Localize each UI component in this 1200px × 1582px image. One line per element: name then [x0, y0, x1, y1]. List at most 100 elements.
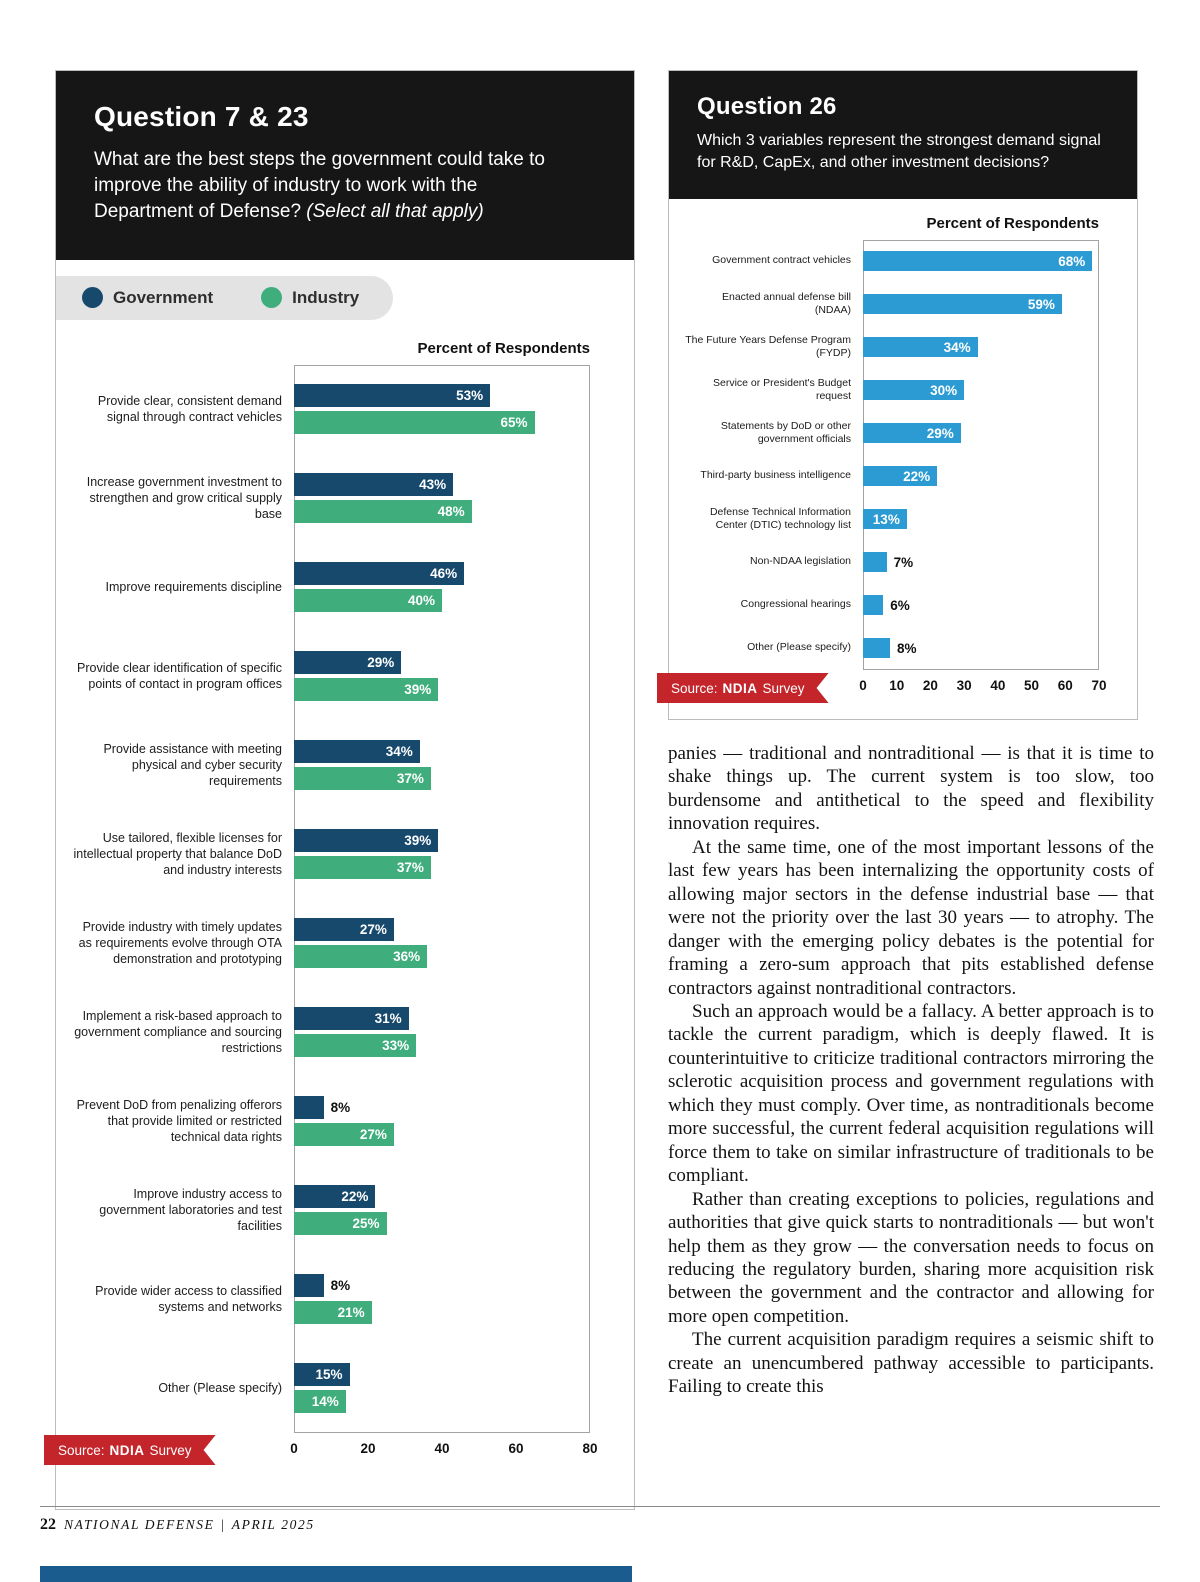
chart-row: Prevent DoD from penalizing offerors tha…: [66, 1077, 590, 1166]
chart-row: Provide assistance with meeting physical…: [66, 721, 590, 810]
value-label: 27%: [359, 922, 387, 938]
bar-group: 59%: [863, 294, 1099, 315]
q7-title: Question 7 & 23: [94, 101, 309, 132]
value-label: 36%: [393, 949, 421, 965]
category-label: Other (Please specify): [158, 1381, 282, 1396]
chart-row: Improve industry access to government la…: [66, 1166, 590, 1255]
chart-row: Statements by DoD or other government of…: [683, 412, 1099, 455]
chart-row: Third-party business intelligence 22%: [683, 455, 1099, 498]
bar-government: 34%: [294, 740, 420, 764]
q7-question-note: (Select all that apply): [306, 201, 484, 223]
q7-question: What are the best steps the government c…: [94, 147, 574, 226]
chart-row: Provide wider access to classified syste…: [66, 1255, 590, 1344]
bar-group: 68%: [863, 251, 1099, 272]
q26-source-prefix: Source:: [671, 680, 718, 696]
bar-industry: 33%: [294, 1034, 417, 1058]
x-tick-label: 80: [582, 1440, 598, 1456]
chart-row: Increase government investment to streng…: [66, 454, 590, 543]
q26-header: Question 26 Which 3 variables represent …: [669, 71, 1137, 199]
bar-group: 6%: [863, 595, 1099, 616]
category-label: Prevent DoD from penalizing offerors tha…: [76, 1097, 282, 1145]
x-tick-label: 20: [922, 677, 938, 693]
value-label: 27%: [359, 1127, 387, 1143]
value-label: 39%: [404, 682, 432, 698]
category-label: Other (Please specify): [747, 641, 851, 654]
category-label: Statements by DoD or other government of…: [720, 419, 851, 446]
bar-government: 46%: [294, 562, 465, 586]
bar-respondents: 30%: [863, 380, 965, 401]
value-label: 59%: [1027, 296, 1055, 312]
category-label: Provide assistance with meeting physical…: [103, 741, 282, 789]
bar-group: 29%: [863, 423, 1099, 444]
value-label: 15%: [315, 1367, 343, 1383]
legend-industry-label: Industry: [292, 287, 360, 307]
value-label: 40%: [407, 593, 435, 609]
value-label: 8%: [330, 1100, 351, 1116]
bar-respondents: 7%: [863, 552, 913, 573]
value-label: 68%: [1058, 253, 1086, 269]
bar-industry: 27%: [294, 1123, 394, 1147]
bar-group: 22%: [863, 466, 1099, 487]
bar-industry: 37%: [294, 856, 431, 880]
magazine-name: NATIONAL DEFENSE: [64, 1517, 215, 1532]
value-label: 8%: [330, 1278, 351, 1294]
x-tick-label: 60: [1057, 677, 1073, 693]
bar-group: 8%: [863, 638, 1099, 659]
category-label: Provide wider access to classified syste…: [95, 1283, 282, 1315]
value-label: 29%: [367, 655, 395, 671]
bar-respondents: 22%: [863, 466, 938, 487]
bar-group: 31% 33%: [294, 1007, 590, 1058]
chart-row: Other (Please specify) 15% 14%: [66, 1344, 590, 1433]
x-tick-label: 50: [1024, 677, 1040, 693]
value-label: 30%: [930, 382, 958, 398]
value-label: 34%: [943, 339, 971, 355]
q26-axis-title: Percent of Respondents: [926, 214, 1099, 232]
question-26-panel: Question 26 Which 3 variables represent …: [668, 70, 1138, 720]
page-footer: 22 NATIONAL DEFENSE | APRIL 2025: [40, 1506, 1160, 1534]
value-label: 65%: [500, 415, 528, 431]
bar-government: 39%: [294, 829, 439, 853]
q7-bar-chart: Provide clear, consistent demand signal …: [66, 364, 598, 1463]
category-label: Government contract vehicles: [712, 254, 851, 267]
bar-government: 27%: [294, 918, 394, 942]
q7-source-banner: Source: NDIA Survey: [44, 1435, 216, 1465]
x-tick-label: 70: [1091, 677, 1107, 693]
chart-row: Government contract vehicles 68%: [683, 240, 1099, 283]
bar-government: 53%: [294, 384, 491, 408]
value-label: 37%: [396, 860, 424, 876]
article-paragraph-3: Such an approach would be a fallacy. A b…: [668, 1000, 1154, 1187]
value-label: 25%: [352, 1216, 380, 1232]
bar-group: 34%: [863, 337, 1099, 358]
bar-government: 31%: [294, 1007, 409, 1031]
bar-group: 34% 37%: [294, 740, 590, 791]
bar-industry: 21%: [294, 1301, 372, 1325]
category-label: Provide clear identification of specific…: [77, 660, 282, 692]
value-label: 39%: [404, 833, 432, 849]
bar-industry: 25%: [294, 1212, 387, 1236]
bar-group: 30%: [863, 380, 1099, 401]
q26-source-suffix: Survey: [762, 680, 805, 696]
category-label: Non-NDAA legislation: [750, 555, 851, 568]
value-label: 43%: [419, 477, 447, 493]
chart-row: Enacted annual defense bill (NDAA) 59%: [683, 283, 1099, 326]
bar-group: 53% 65%: [294, 384, 590, 435]
chart-row: Implement a risk-based approach to gover…: [66, 988, 590, 1077]
article-paragraph-4: Rather than creating exceptions to polic…: [668, 1188, 1154, 1327]
bar-industry: 36%: [294, 945, 428, 969]
bar-group: 39% 37%: [294, 829, 590, 880]
government-legend-dot-icon: [82, 287, 103, 309]
x-tick-label: 30: [956, 677, 972, 693]
bar-respondents: 13%: [863, 509, 907, 530]
bar-industry: 40%: [294, 589, 442, 613]
ndia-logo: NDIA: [109, 1442, 145, 1458]
value-label: 46%: [430, 566, 458, 582]
chart-row: Service or President's Budget request 30%: [683, 369, 1099, 412]
value-label: 37%: [396, 771, 424, 787]
chart-row: Defense Technical Information Center (DT…: [683, 498, 1099, 541]
category-label: Enacted annual defense bill (NDAA): [721, 290, 851, 317]
value-label: 7%: [893, 554, 914, 570]
issue-date: APRIL 2025: [231, 1517, 315, 1532]
category-label: Use tailored, flexible licenses for inte…: [73, 830, 282, 878]
value-label: 8%: [896, 640, 917, 656]
value-label: 29%: [926, 425, 954, 441]
